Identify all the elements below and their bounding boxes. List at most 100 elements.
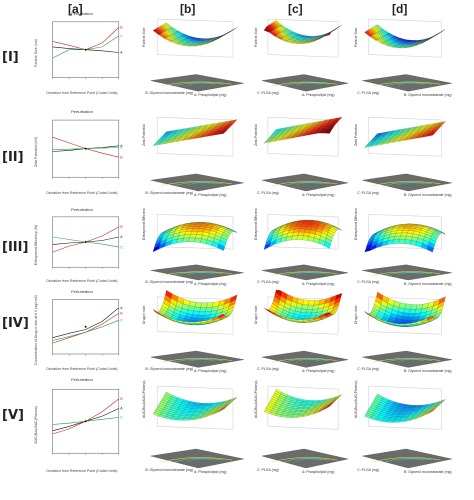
surface-mesh-cell [217,408,225,413]
surface-z-axis-label: Entrapment Efficiency [254,208,258,240]
surface-z-axis-label: AUC(flux)/AUC(Plasma) [142,380,147,418]
row-label-4: [IV] [2,316,29,331]
perturbation-curve-letter: B [120,397,123,401]
perturbation-curve-letter: A [120,235,123,239]
surface-svg-1-b [150,18,244,92]
surface-mesh-cell [294,411,302,414]
surface-contour-line [385,82,433,87]
surface-contour-line [295,359,322,363]
surface-x-axis-label: C: PLGA (mg) [257,280,279,284]
perturbation-curve-letter: A [120,306,123,310]
perturbation-title: Perturbation [71,207,93,212]
surface-mesh-cell [193,224,202,227]
surface-plot-5-d: C: PLGA (mg) B: Glycerol monostearate (mg… [352,378,456,478]
surface-mesh-cell [426,315,434,321]
surface-y-axis-label: B: Glycerol monostearate (mg) [404,369,452,374]
perturbation-y-label: Entrapment Efficiency (%) [34,224,38,266]
perturbation-curve-letter: C [120,318,123,322]
perturbation-title: Perturbation [71,109,93,114]
surface-mesh-cell [398,413,406,416]
surface-mesh-cell [407,316,415,321]
surface-svg-5-c [261,385,349,469]
surface-contour-line [283,82,330,87]
surface-mesh-cell [184,415,192,418]
surface-mesh-cell [297,407,305,409]
surface-contour-line [385,271,433,276]
surface-x-axis-label: C: PLGA (mg) [357,191,379,195]
surface-mesh-cell [410,405,418,407]
surface-x-axis-label: C: PLGA (mg) [257,468,279,472]
perturbation-title: Perturbation [71,11,93,16]
surface-plot-3-d: C: PLGA (mg) B: Glycerol monostearate (mg… [352,208,456,288]
surface-mesh-cell [395,416,404,419]
perturbation-x-label: Deviation from Reference Point (Coded Un… [46,191,118,195]
surface-mesh-cell [410,304,418,310]
surface-contour-line [174,271,224,276]
surface-mesh-cell [301,304,309,310]
surface-x-axis-label: C: PLGA (mg) [357,468,379,472]
surface-mesh-cell [408,41,416,43]
surface-floor-projection [261,448,349,469]
surface-contour-line [397,458,424,463]
surface-plot-2-b: B: Glycerol monostearate (mg) A: Phosphol… [140,110,248,200]
surface-mesh-cell [300,224,308,227]
surface-svg-3-c [261,214,349,281]
surface-contour-line [174,457,224,463]
surface-mesh-cell [403,308,411,314]
surface-contour-line [271,271,338,276]
surface-contour-line [372,457,441,463]
surface-svg-3-d [362,214,452,281]
surface-x-axis-label: B: Glycerol monostearate (mg) [145,91,194,96]
perturbation-curve-letter: C [120,34,123,38]
surface-svg-2-b [150,116,244,192]
perturbation-reference-point [84,241,87,244]
surface-mesh-cell [196,318,204,321]
surface-contour-line [187,272,215,276]
surface-svg-4-b [150,290,244,368]
surface-box-frame [368,116,442,157]
surface-mesh-cell [426,134,434,137]
perturbation-x-label: Deviation from Reference Point (Coded Un… [46,279,118,283]
surface-x-axis-label: B: Glycerol monostearate (mg) [145,280,194,284]
surface-mesh-cell [302,235,309,241]
surface-mesh-cell [185,414,193,417]
row-label-1: [I] [2,50,19,65]
perturbation-curve-letter: C [120,416,123,420]
surface-floor-projection [261,173,349,192]
column-label-d: [d] [392,2,408,16]
surface-y-axis-label: A: Phospholipid (mg) [194,281,227,286]
surface-plot-5-b: B: Glycerol monostearate (mg) A: Phosphol… [140,378,248,478]
surface-mesh-cell [405,319,414,323]
surface-mesh-cell [297,232,305,236]
perturbation-x-label: Deviation from Reference Point (Coded Un… [46,469,118,473]
surface-svg-2-c [261,116,349,192]
surface-z-axis-label: Zeta Potential [254,124,258,146]
surface-mesh-cell [190,231,198,235]
surface-x-axis-label: C: PLGA (mg) [357,280,379,284]
surface-contour-line [295,182,322,186]
perturbation-reference-point [84,420,87,423]
surface-mesh-cell [303,315,311,319]
surface-contour-line [295,272,322,276]
surface-contour-line [271,358,338,363]
surface-mesh-cell [200,302,208,308]
surface-svg-4-d [362,291,452,368]
surface-box-frame [368,214,442,250]
perturbation-curve-letter: A [120,407,123,411]
row-label-3: [III] [2,240,29,255]
surface-y-axis-label: A: Phospholipid (mg) [194,192,227,197]
surface-contour-line [271,181,338,186]
perturbation-curve-letter: C [120,146,123,150]
surface-mesh-cell [296,408,304,411]
surface-mesh-cell [401,230,409,234]
surface-mesh-cell [205,41,214,45]
surface-mesh-cell [298,228,306,233]
surface-mesh-cell [193,306,201,312]
perturbation-curve-letter: A [120,144,123,148]
perturbation-curve-letter: B [120,225,123,229]
surface-contour-line [187,359,215,363]
surface-mesh-cell [426,245,434,253]
surface-y-axis-label: A: Phospholipid (mg) [302,281,335,286]
surface-contour-line [397,182,424,186]
surface-mesh-cell [387,420,395,423]
